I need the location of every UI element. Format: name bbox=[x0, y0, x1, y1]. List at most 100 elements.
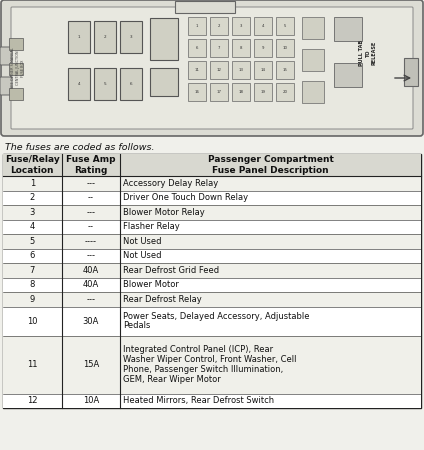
Text: 1: 1 bbox=[196, 24, 198, 28]
Bar bbox=[3, 393, 421, 408]
Bar bbox=[302, 17, 324, 39]
Bar bbox=[302, 49, 324, 71]
Bar bbox=[94, 68, 116, 100]
Text: 13: 13 bbox=[238, 68, 243, 72]
Text: 2: 2 bbox=[218, 24, 220, 28]
FancyBboxPatch shape bbox=[0, 77, 12, 95]
Text: The fuses are coded as follows.: The fuses are coded as follows. bbox=[5, 143, 154, 152]
Text: 9: 9 bbox=[262, 46, 264, 50]
Text: ---: --- bbox=[86, 295, 95, 304]
Text: Not Used: Not Used bbox=[123, 251, 162, 260]
Bar bbox=[254, 83, 272, 101]
Text: 15A: 15A bbox=[83, 360, 99, 369]
FancyBboxPatch shape bbox=[11, 7, 413, 129]
Bar bbox=[254, 17, 272, 35]
Bar bbox=[3, 176, 421, 190]
Text: ---: --- bbox=[86, 251, 95, 260]
Bar bbox=[210, 83, 228, 101]
Text: 4: 4 bbox=[30, 222, 35, 231]
Bar bbox=[3, 248, 421, 263]
Bar bbox=[276, 61, 294, 79]
Text: 7: 7 bbox=[218, 46, 220, 50]
Bar bbox=[276, 17, 294, 35]
Text: Passenger Compartment
Fuse Panel Description: Passenger Compartment Fuse Panel Descrip… bbox=[208, 156, 333, 175]
Bar bbox=[210, 17, 228, 35]
Text: Rear Defrost Grid Feed: Rear Defrost Grid Feed bbox=[123, 266, 219, 275]
Bar bbox=[3, 220, 421, 234]
Bar bbox=[232, 17, 250, 35]
Text: Heated Mirrors, Rear Defrost Switch: Heated Mirrors, Rear Defrost Switch bbox=[123, 396, 274, 405]
Bar bbox=[3, 278, 421, 292]
Bar bbox=[334, 63, 362, 87]
Bar bbox=[3, 336, 421, 393]
Text: 1: 1 bbox=[30, 179, 35, 188]
Text: 11: 11 bbox=[27, 360, 37, 369]
Bar bbox=[232, 39, 250, 57]
Bar bbox=[150, 18, 178, 60]
Text: Rear Defrost Relay: Rear Defrost Relay bbox=[123, 295, 202, 304]
Bar bbox=[210, 61, 228, 79]
Text: 5: 5 bbox=[30, 237, 35, 246]
Text: 17: 17 bbox=[217, 90, 221, 94]
Bar bbox=[3, 205, 421, 220]
Text: Accessory Delay Relay: Accessory Delay Relay bbox=[123, 179, 218, 188]
Text: 12: 12 bbox=[27, 396, 37, 405]
Text: 3: 3 bbox=[30, 208, 35, 217]
Text: 30A: 30A bbox=[83, 316, 99, 325]
Text: PULL TAB
TO
RELEASE: PULL TAB TO RELEASE bbox=[359, 40, 377, 66]
Bar bbox=[188, 39, 206, 57]
Bar bbox=[175, 1, 235, 13]
Text: 5: 5 bbox=[104, 82, 106, 86]
Text: 3: 3 bbox=[240, 24, 242, 28]
Text: SEE OWNER'S MANUAL
CENTRAL JUNCTION
FUSE BOX: SEE OWNER'S MANUAL CENTRAL JUNCTION FUSE… bbox=[11, 48, 25, 88]
Text: 10A: 10A bbox=[83, 396, 99, 405]
Text: ---: --- bbox=[86, 208, 95, 217]
Text: 15: 15 bbox=[282, 68, 287, 72]
Bar bbox=[3, 263, 421, 278]
Text: 16: 16 bbox=[195, 90, 199, 94]
Bar bbox=[9, 38, 23, 50]
Text: 6: 6 bbox=[30, 251, 35, 260]
Text: 10: 10 bbox=[27, 316, 37, 325]
Text: ----: ---- bbox=[85, 237, 97, 246]
Text: Driver One Touch Down Relay: Driver One Touch Down Relay bbox=[123, 193, 248, 202]
Text: 40A: 40A bbox=[83, 280, 99, 289]
Bar bbox=[276, 39, 294, 57]
Text: 11: 11 bbox=[195, 68, 200, 72]
Bar bbox=[232, 61, 250, 79]
Text: 19: 19 bbox=[260, 90, 265, 94]
Bar bbox=[68, 21, 90, 53]
Text: Integrated Control Panel (ICP), Rear
Washer Wiper Control, Front Washer, Cell
Ph: Integrated Control Panel (ICP), Rear Was… bbox=[123, 346, 296, 383]
Text: 5: 5 bbox=[284, 24, 286, 28]
Text: 3: 3 bbox=[130, 35, 132, 39]
Text: --: -- bbox=[88, 193, 94, 202]
FancyBboxPatch shape bbox=[0, 47, 12, 65]
Text: Fuse/Relay
Location: Fuse/Relay Location bbox=[5, 156, 60, 175]
Text: 2: 2 bbox=[30, 193, 35, 202]
Bar bbox=[210, 39, 228, 57]
Bar bbox=[188, 83, 206, 101]
Bar bbox=[254, 61, 272, 79]
Bar bbox=[254, 39, 272, 57]
Text: Blower Motor Relay: Blower Motor Relay bbox=[123, 208, 205, 217]
FancyBboxPatch shape bbox=[1, 0, 423, 136]
Text: 12: 12 bbox=[217, 68, 221, 72]
Bar bbox=[404, 58, 418, 86]
Text: 7: 7 bbox=[30, 266, 35, 275]
Bar bbox=[68, 68, 90, 100]
Text: 40A: 40A bbox=[83, 266, 99, 275]
Text: 6: 6 bbox=[130, 82, 132, 86]
Bar bbox=[9, 88, 23, 100]
Bar bbox=[3, 154, 421, 408]
Text: Blower Motor: Blower Motor bbox=[123, 280, 179, 289]
Text: Not Used: Not Used bbox=[123, 237, 162, 246]
Bar bbox=[120, 68, 142, 100]
Text: 4: 4 bbox=[78, 82, 80, 86]
Text: 9: 9 bbox=[30, 295, 35, 304]
Text: Flasher Relay: Flasher Relay bbox=[123, 222, 180, 231]
Text: 18: 18 bbox=[238, 90, 243, 94]
Text: 14: 14 bbox=[260, 68, 265, 72]
Text: 2: 2 bbox=[104, 35, 106, 39]
Text: 10: 10 bbox=[282, 46, 287, 50]
Bar bbox=[3, 234, 421, 248]
